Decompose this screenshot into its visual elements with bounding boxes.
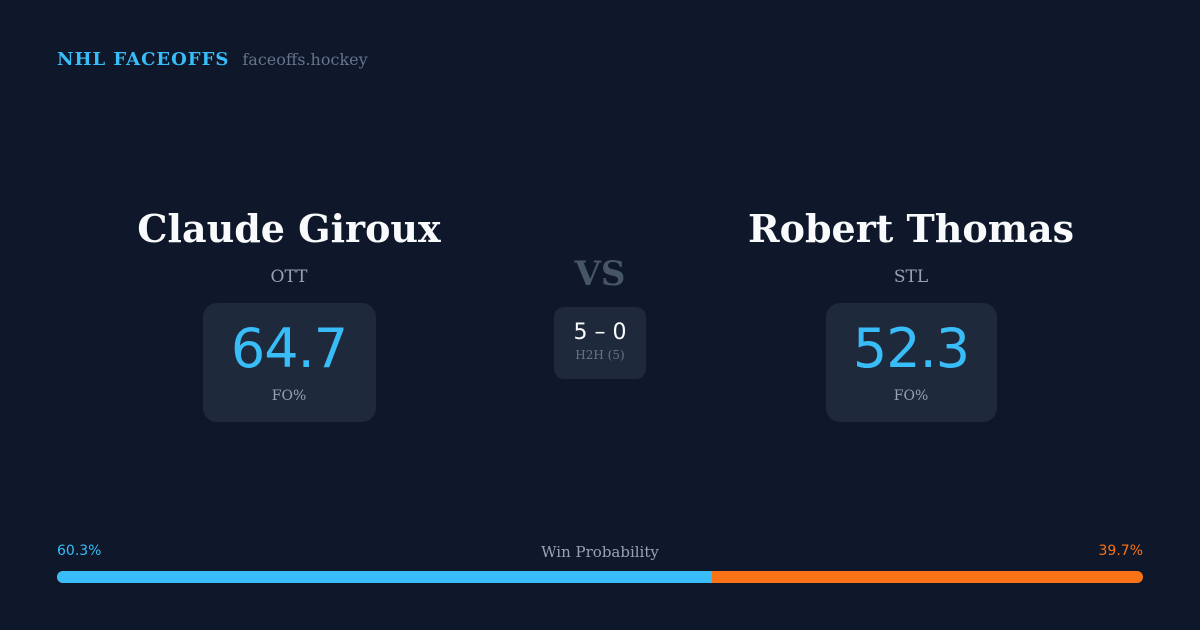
brand: NHL FACEOFFS faceoffs.hockey — [57, 49, 368, 70]
player-right: Robert Thomas STL 52.3 FO% — [681, 206, 1141, 422]
h2h-card: 5 – 0 H2H (5) — [554, 307, 646, 379]
player-left: Claude Giroux OTT 64.7 FO% — [59, 206, 519, 422]
faceoff-pct: 64.7 — [230, 316, 348, 380]
player-team: STL — [893, 267, 929, 287]
faceoff-label: FO% — [271, 387, 307, 404]
win-prob-left: 60.3% — [57, 543, 102, 559]
player-name: Robert Thomas — [748, 206, 1074, 251]
faceoff-card: 52.3 FO% — [825, 303, 997, 422]
vs-label: VS — [574, 254, 626, 294]
player-team: OTT — [270, 267, 308, 287]
h2h-score: 5 – 0 — [573, 320, 627, 345]
brand-title: NHL FACEOFFS — [57, 49, 230, 70]
win-prob-bar-fill — [57, 571, 712, 583]
player-name: Claude Giroux — [137, 206, 441, 251]
faceoff-pct: 52.3 — [852, 316, 970, 380]
faceoff-card: 64.7 FO% — [202, 303, 376, 422]
win-prob-right: 39.7% — [1098, 543, 1143, 559]
win-prob-label: Win Probability — [541, 543, 659, 561]
faceoff-label: FO% — [893, 387, 929, 404]
win-probability: 60.3% Win Probability 39.7% — [57, 543, 1143, 583]
win-prob-bar — [57, 571, 1143, 583]
h2h-label: H2H (5) — [575, 348, 625, 362]
brand-domain: faceoffs.hockey — [242, 50, 368, 69]
